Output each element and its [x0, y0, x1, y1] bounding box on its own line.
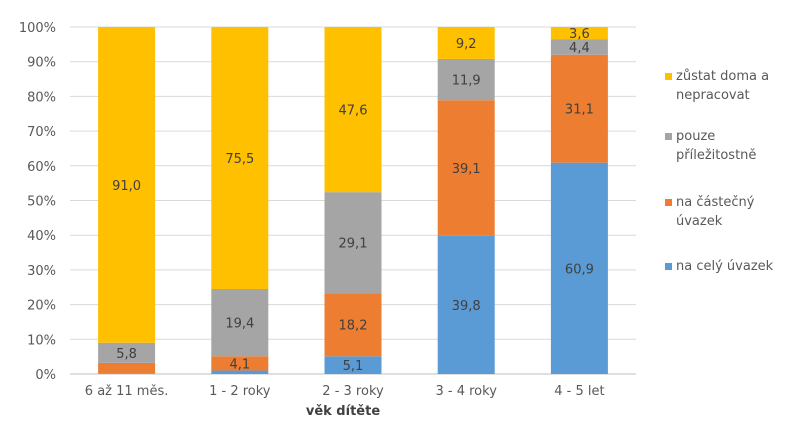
data-label: 39,1 — [452, 162, 481, 177]
data-label: 4,1 — [229, 357, 250, 372]
bar-segment — [437, 100, 495, 236]
legend-label: na částečný úvazek — [676, 195, 755, 229]
bar-segment — [324, 27, 382, 193]
bar-segment — [211, 370, 269, 374]
legend: zůstat doma a nepracovat pouze příležitostn… — [665, 69, 774, 274]
bar-segment — [211, 288, 269, 357]
data-label: 91,0 — [112, 179, 141, 194]
legend-swatch — [665, 133, 672, 140]
data-label: 4,4 — [569, 41, 590, 56]
bar-segment — [324, 293, 382, 357]
bars-layer — [98, 27, 608, 374]
bar-segment — [211, 356, 269, 371]
y-tick-label: 10% — [27, 333, 56, 348]
data-label: 3,6 — [569, 27, 590, 42]
x-tick-label: 3 - 4 roky — [435, 384, 497, 399]
y-tick-label: 90% — [27, 56, 56, 71]
y-tick-label: 30% — [27, 264, 56, 279]
bar-segment — [550, 162, 608, 374]
data-label: 75,5 — [225, 152, 254, 167]
data-label: 60,9 — [565, 262, 594, 277]
data-label: 11,9 — [452, 74, 481, 89]
bar-segment — [211, 27, 269, 289]
legend-label: pouze příležitostně — [676, 129, 756, 163]
y-tick-label: 80% — [27, 90, 56, 105]
y-tick-label: 40% — [27, 229, 56, 244]
data-label: 31,1 — [565, 103, 594, 118]
bar-segment — [437, 58, 495, 101]
x-tick-label: 1 - 2 roky — [209, 384, 271, 399]
x-tick-label: 6 až 11 měs. — [85, 384, 169, 399]
data-label: 5,8 — [116, 347, 137, 362]
bar-segment — [437, 27, 495, 59]
legend-swatch — [665, 73, 672, 80]
y-tick-label: 50% — [27, 195, 56, 210]
bar-segment — [98, 342, 156, 363]
data-label: 39,8 — [452, 299, 481, 314]
legend-label: na celý úvazek — [676, 259, 774, 274]
data-label: 47,6 — [339, 104, 368, 119]
bar-segment — [98, 373, 156, 374]
data-labels-layer: 5,8 91,0 4,1 19,4 75,5 5,1 18,2 29,1 47,6 39,8 39,… — [112, 27, 594, 374]
y-tick-label: 60% — [27, 160, 56, 175]
legend-swatch — [665, 199, 672, 206]
x-tick-label: 4 - 5 let — [554, 384, 604, 399]
x-axis-title: věk dítěte — [306, 404, 380, 419]
bar-segment — [324, 192, 382, 294]
data-label: 18,2 — [339, 319, 368, 334]
legend-label: zůstat doma a nepracovat — [676, 69, 769, 103]
y-tick-label: 100% — [19, 21, 56, 36]
x-tick-label: 2 - 3 roky — [322, 384, 384, 399]
bar-segment — [437, 235, 495, 374]
bar-segment — [98, 362, 156, 374]
legend-swatch — [665, 263, 672, 270]
bar-segment — [98, 27, 156, 343]
data-label: 9,2 — [456, 37, 477, 52]
bar-segment — [550, 27, 608, 40]
y-tick-label: 0% — [35, 368, 56, 383]
x-axis-ticks: 6 až 11 měs. 1 - 2 roky 2 - 3 roky 3 - 4 ro… — [85, 384, 605, 399]
y-tick-label: 70% — [27, 125, 56, 140]
data-label: 29,1 — [339, 237, 368, 252]
data-label: 19,4 — [225, 317, 254, 332]
y-axis-ticks: 0% 10% 20% 30% 40% 50% 60% 70% 80% 90% 100% — [19, 21, 56, 383]
bar-segment — [550, 54, 608, 163]
bar-segment — [550, 39, 608, 55]
data-label: 5,1 — [343, 359, 364, 374]
y-tick-label: 20% — [27, 299, 56, 314]
bar-segment — [324, 356, 382, 374]
